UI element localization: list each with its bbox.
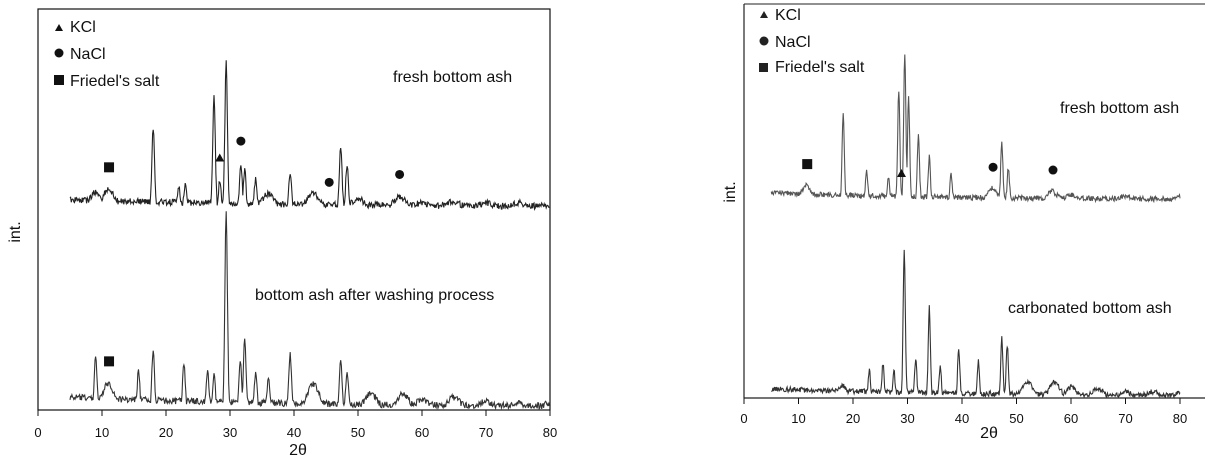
- peak-marker-square: [104, 356, 115, 367]
- x-tick-label: 10: [791, 411, 805, 426]
- peak-marker-circle: [1048, 165, 1058, 175]
- peak-marker-square: [802, 159, 813, 170]
- series-line-1: [770, 54, 1181, 204]
- x-tick-label: 40: [955, 411, 969, 426]
- right-legend-triangle-icon: [760, 11, 768, 18]
- left-legend-triangle-icon: [55, 24, 63, 31]
- x-tick-label: 0: [34, 425, 41, 440]
- right-series-label-carbonated: carbonated bottom ash: [1008, 300, 1172, 317]
- left-x-ticks: 0 10 20 30 40 50 60 70 80: [34, 410, 557, 440]
- right-series-label-fresh: fresh bottom ash: [1060, 100, 1179, 117]
- right-legend-nacl: NaCl: [775, 34, 811, 51]
- right-legend-circle-icon: [759, 36, 769, 46]
- peak-marker-triangle: [897, 169, 907, 178]
- right-y-axis-label: int.: [722, 181, 739, 202]
- x-tick-label: 50: [351, 425, 365, 440]
- left-x-axis-label: 2θ: [289, 442, 307, 459]
- x-tick-label: 20: [846, 411, 860, 426]
- right-legend-kcl: KCl: [775, 7, 801, 24]
- x-tick-label: 60: [1064, 411, 1078, 426]
- peak-marker-square: [104, 162, 115, 173]
- right-x-ticks: 0 10 20 30 40 50 60 70 80: [740, 398, 1187, 426]
- left-legend: KCl NaCl Friedel's salt: [54, 19, 160, 90]
- series-line-2: [69, 211, 551, 411]
- x-tick-label: 30: [900, 411, 914, 426]
- left-series-label-washed: bottom ash after washing process: [255, 287, 494, 304]
- left-markers-group: [104, 136, 405, 367]
- right-x-axis-label: 2θ: [980, 425, 998, 442]
- right-legend-square-icon: [759, 63, 768, 72]
- x-tick-label: 70: [1118, 411, 1132, 426]
- peak-marker-circle: [324, 177, 334, 187]
- x-tick-label: 80: [1173, 411, 1187, 426]
- x-tick-label: 80: [543, 425, 557, 440]
- left-series-label-fresh: fresh bottom ash: [393, 69, 512, 86]
- left-series-group: [69, 60, 551, 411]
- right-legend: KCl NaCl Friedel's salt: [759, 7, 865, 76]
- right-series-group: [770, 54, 1181, 400]
- series-line-2: [771, 249, 1181, 400]
- right-markers-group: [802, 159, 1058, 178]
- left-legend-kcl: KCl: [70, 19, 96, 36]
- peak-marker-circle: [988, 162, 998, 172]
- right-panel: 0 10 20 30 40 50 60 70 80 2θ int. KCl NaCl Fried…: [722, 3, 1205, 442]
- x-tick-label: 0: [740, 411, 747, 426]
- x-tick-label: 30: [223, 425, 237, 440]
- left-legend-circle-icon: [54, 48, 64, 58]
- left-legend-friedels-salt: Friedel's salt: [70, 73, 160, 90]
- x-tick-label: 40: [287, 425, 301, 440]
- x-tick-label: 20: [159, 425, 173, 440]
- x-tick-label: 10: [95, 425, 109, 440]
- left-legend-square-icon: [54, 75, 64, 85]
- peak-marker-triangle: [215, 153, 225, 162]
- peak-marker-circle: [395, 169, 405, 179]
- x-tick-label: 50: [1009, 411, 1023, 426]
- left-legend-nacl: NaCl: [70, 46, 106, 63]
- right-legend-friedels-salt: Friedel's salt: [775, 59, 865, 76]
- x-tick-label: 70: [479, 425, 493, 440]
- left-y-axis-label: int.: [7, 221, 24, 242]
- x-tick-label: 60: [415, 425, 429, 440]
- peak-marker-circle: [236, 136, 246, 146]
- left-panel: 0 10 20 30 40 50 60 70 80 2θ int. KCl NaCl Fried…: [7, 8, 557, 459]
- series-line-1: [69, 60, 551, 211]
